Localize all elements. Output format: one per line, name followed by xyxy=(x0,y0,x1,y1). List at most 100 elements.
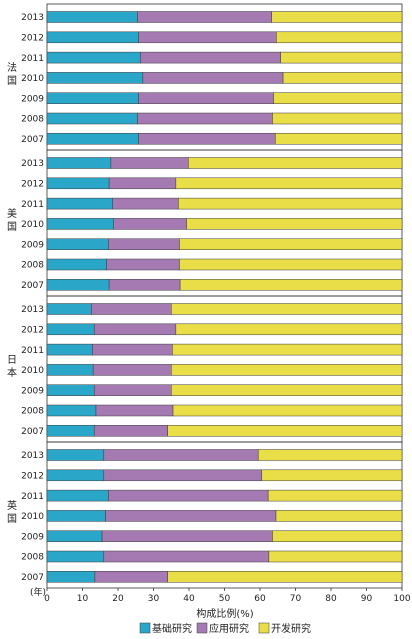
panel-0: 法国 2013 2012 2011 2010 2009 2008 2007 xyxy=(7,3,403,151)
bar-basic-research xyxy=(46,218,114,230)
bar-basic-research xyxy=(46,157,112,169)
country-label: 法 xyxy=(7,61,17,74)
bar-basic-research xyxy=(46,364,94,376)
bar-applied-research xyxy=(93,323,177,336)
bar-applied-research xyxy=(138,133,276,145)
x-tick-label: 100 xyxy=(393,594,410,604)
x-tick-label: 0 xyxy=(44,594,50,604)
country-label: 美 xyxy=(7,207,17,220)
bar-applied-research xyxy=(108,489,269,502)
bar-basic-research xyxy=(46,133,139,145)
bar-applied-research xyxy=(92,364,172,376)
bar-basic-research xyxy=(46,469,105,482)
year-tick-label: 2008 xyxy=(21,407,44,417)
bar-development-research xyxy=(167,571,403,583)
bar-development-research xyxy=(257,449,403,461)
panel-2: 日本 2013 2012 2011 2010 2009 2008 2007 xyxy=(7,295,403,443)
bar-basic-research xyxy=(46,11,138,23)
year-tick-label: 2010 xyxy=(21,512,44,522)
bar-development-research xyxy=(179,238,403,250)
year-axis-unit-label: (年) xyxy=(30,586,46,598)
year-tick-label: 2012 xyxy=(21,472,44,482)
bar-development-research xyxy=(272,530,403,542)
bar-development-research xyxy=(188,157,403,169)
year-tick-label: 2008 xyxy=(21,261,44,271)
country-label: 国 xyxy=(7,221,17,233)
x-tick-label: 30 xyxy=(148,594,160,604)
year-tick-label: 2012 xyxy=(21,34,44,44)
x-axis-title: 构成比例(%) xyxy=(196,607,253,620)
bar-basic-research xyxy=(46,92,139,104)
country-label: 本 xyxy=(7,366,17,379)
year-tick-label: 2013 xyxy=(21,159,44,169)
bar-basic-research xyxy=(46,530,103,542)
x-tick-label: 80 xyxy=(325,594,337,604)
bar-basic-research xyxy=(46,31,139,44)
bar-development-research xyxy=(275,133,403,145)
bar-basic-research xyxy=(46,177,110,190)
country-label: 国 xyxy=(7,513,17,525)
bar-basic-research xyxy=(46,571,96,583)
bar-development-research xyxy=(267,489,403,502)
bar-basic-research xyxy=(46,279,110,291)
legend-swatch xyxy=(139,622,151,634)
country-label: 国 xyxy=(7,75,17,87)
bar-basic-research xyxy=(46,72,144,84)
bar-development-research xyxy=(175,177,403,190)
bar-basic-research xyxy=(46,425,95,437)
country-label: 日 xyxy=(7,355,17,366)
year-tick-label: 2009 xyxy=(21,386,44,396)
bar-development-research xyxy=(179,279,403,291)
bar-development-research xyxy=(272,112,403,125)
bar-applied-research xyxy=(110,157,189,169)
bar-applied-research xyxy=(140,51,281,64)
bar-applied-research xyxy=(142,72,284,84)
x-tick-label: 70 xyxy=(290,594,302,604)
bar-development-research xyxy=(268,550,403,563)
bar-applied-research xyxy=(103,449,259,461)
bar-basic-research xyxy=(46,510,106,522)
year-tick-label: 2008 xyxy=(21,115,44,125)
bar-applied-research xyxy=(92,343,173,356)
year-tick-label: 2013 xyxy=(21,13,44,23)
chart-legend: 基础研究 应用研究 开发研究 xyxy=(139,622,311,635)
bar-applied-research xyxy=(112,197,179,210)
bar-basic-research xyxy=(46,112,138,125)
year-tick-label: 2009 xyxy=(21,532,44,542)
year-tick-label: 2013 xyxy=(21,305,44,315)
bar-development-research xyxy=(271,11,403,23)
bar-development-research xyxy=(172,404,403,417)
year-tick-label: 2011 xyxy=(21,346,44,356)
year-tick-label: 2010 xyxy=(21,74,44,84)
country-label: 英 xyxy=(7,499,17,512)
bar-basic-research xyxy=(46,238,109,250)
bar-applied-research xyxy=(108,279,181,291)
legend-label: 开发研究 xyxy=(271,622,311,635)
bar-basic-research xyxy=(46,343,93,356)
year-tick-label: 2007 xyxy=(21,281,44,291)
chart-panels: 法国2013201220112010200920082007美国20132012… xyxy=(7,3,403,589)
panel-3: 英国 2013 2012 2011 2010 2009 2008 2007 xyxy=(7,441,403,589)
panel-1: 美国 2013 2012 2011 2010 2009 2008 2007 xyxy=(7,149,403,297)
bar-development-research xyxy=(175,323,403,336)
bar-basic-research xyxy=(46,489,109,502)
x-axis: 0 10 20 30 40 50 60 70 80 90 100 xyxy=(44,588,411,604)
legend-swatch xyxy=(196,622,208,634)
year-tick-label: 2013 xyxy=(21,451,44,461)
bar-applied-research xyxy=(105,510,277,522)
year-tick-label: 2009 xyxy=(21,240,44,250)
bar-development-research xyxy=(273,92,403,104)
bar-basic-research xyxy=(46,550,105,563)
bar-basic-research xyxy=(46,384,95,396)
bar-applied-research xyxy=(103,469,263,482)
year-tick-label: 2011 xyxy=(21,54,44,64)
bar-applied-research xyxy=(103,550,270,563)
bar-development-research xyxy=(171,384,403,396)
year-tick-label: 2012 xyxy=(21,326,44,336)
bar-applied-research xyxy=(113,218,187,230)
year-tick-label: 2012 xyxy=(21,180,44,190)
year-tick-label: 2010 xyxy=(21,366,44,376)
x-tick-label: 90 xyxy=(361,594,373,604)
bar-basic-research xyxy=(46,258,107,271)
x-tick-label: 20 xyxy=(112,594,124,604)
